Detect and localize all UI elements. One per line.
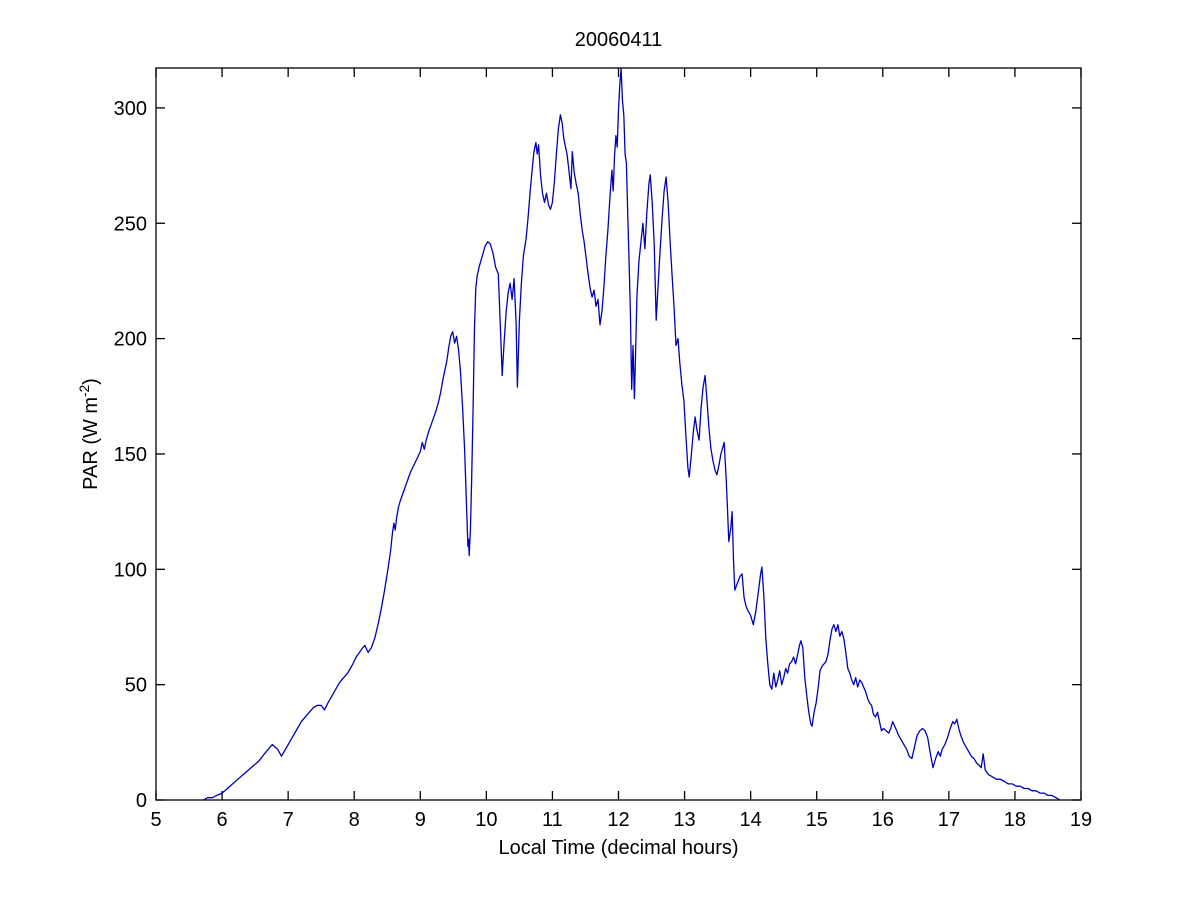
y-axis-label-close: ) (79, 378, 102, 385)
x-tick-label: 11 (542, 809, 563, 831)
x-tick-label: 14 (740, 809, 762, 831)
x-tick-label: 17 (938, 809, 960, 831)
y-tick-label: 300 (114, 98, 147, 120)
chart-title: 20060411 (574, 29, 663, 51)
y-tick-label: 0 (136, 790, 147, 812)
x-tick-label: 16 (872, 809, 894, 831)
x-tick-label: 19 (1070, 809, 1092, 831)
x-tick-label: 12 (607, 809, 629, 831)
x-axis-label: Local Time (decimal hours) (498, 837, 739, 859)
y-axis-label-superscript: -2 (77, 384, 93, 397)
y-tick-label: 50 (125, 675, 147, 697)
axes-box (155, 67, 1082, 801)
y-tick-label: 250 (114, 213, 147, 235)
y-tick-label: 150 (114, 444, 147, 466)
x-tick-label: 9 (415, 809, 426, 831)
par-line (203, 68, 1061, 801)
x-tick-label: 6 (217, 809, 228, 831)
x-tick-label: 15 (806, 809, 828, 831)
y-tick-label: 100 (114, 559, 147, 581)
x-tick-label: 7 (283, 809, 294, 831)
y-tick-label: 200 (114, 329, 147, 351)
x-tick-label: 8 (349, 809, 360, 831)
x-tick-label: 5 (150, 809, 161, 831)
x-tick-label: 13 (673, 809, 695, 831)
y-axis-label: PAR (W m-2) (73, 378, 103, 490)
x-tick-label: 10 (475, 809, 497, 831)
y-axis-label-main: PAR (W m (79, 396, 102, 490)
x-tick-label: 18 (1004, 809, 1026, 831)
